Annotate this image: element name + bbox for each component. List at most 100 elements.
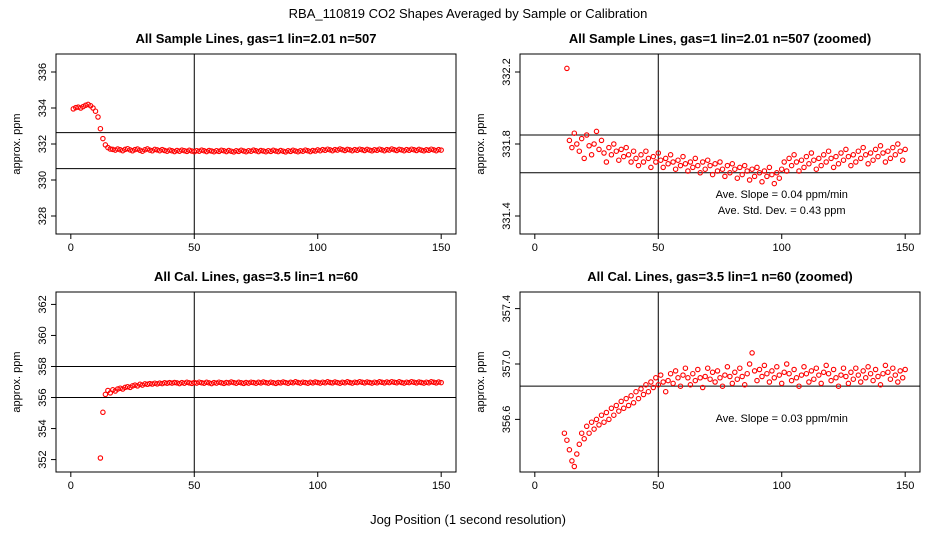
data-point (845, 153, 852, 160)
data-point (902, 366, 908, 373)
data-point (347, 147, 353, 153)
data-point (653, 375, 659, 381)
data-point (650, 384, 657, 391)
data-point (184, 379, 190, 386)
data-point (339, 147, 346, 153)
data-point (808, 368, 815, 374)
data-point (778, 380, 785, 387)
y-axis-title: approx. ppm (475, 351, 487, 412)
data-point (680, 372, 686, 378)
data-point (860, 144, 866, 151)
data-point (613, 402, 620, 409)
data-point (838, 150, 844, 156)
data-point (885, 369, 891, 376)
data-point (161, 147, 168, 154)
data-point (759, 373, 765, 380)
data-point (776, 175, 783, 181)
data-point (396, 146, 402, 153)
data-point (616, 408, 622, 414)
data-point (218, 380, 225, 386)
data-point (727, 170, 733, 176)
data-point (650, 153, 657, 160)
data-point (635, 395, 642, 402)
data-point (428, 146, 435, 152)
data-point (764, 173, 770, 180)
data-point (623, 144, 629, 151)
data-point (660, 164, 666, 171)
data-point (899, 375, 906, 381)
data-point (828, 377, 834, 384)
data-point (781, 369, 787, 376)
main-title: RBA_110819 CO2 Shapes Averaged by Sample… (288, 6, 648, 21)
x-tick-label: 150 (432, 242, 450, 254)
data-point (250, 147, 257, 153)
y-tick-label: 354 (37, 419, 49, 437)
data-point (566, 447, 573, 453)
data-point (892, 152, 899, 158)
data-point (796, 383, 802, 389)
data-point (778, 166, 785, 172)
data-point (788, 162, 795, 169)
data-point (749, 350, 755, 356)
y-axis-title: approx. ppm (475, 113, 487, 174)
data-point (201, 148, 207, 154)
data-point (737, 365, 743, 371)
data-point (719, 166, 726, 172)
data-point (102, 142, 109, 148)
data-point (312, 379, 319, 385)
data-point (122, 384, 128, 391)
data-point (880, 370, 886, 377)
chart-svg: All Cal. Lines, gas=3.5 lin=1 n=60 0 50 100… (11, 269, 457, 492)
data-point (574, 141, 580, 147)
data-point (902, 146, 908, 153)
data-point (744, 370, 750, 377)
data-point (667, 370, 674, 377)
data-point (102, 391, 109, 398)
data-point (872, 366, 879, 373)
y-tick-label: 352 (37, 450, 49, 468)
data-point (749, 166, 755, 172)
data-point (591, 426, 597, 432)
data-point (628, 393, 634, 399)
data-point (704, 365, 711, 371)
data-point (571, 463, 578, 470)
data-point (147, 380, 153, 387)
y-axis: 328 330 332 334 336 (37, 63, 56, 225)
data-point (722, 173, 728, 180)
data-point (692, 155, 699, 162)
data-point (154, 147, 160, 153)
data-point (314, 147, 321, 153)
data-point (699, 159, 706, 165)
data-point (672, 166, 679, 172)
data-point (786, 370, 792, 377)
data-point (702, 166, 708, 172)
data-point (862, 152, 869, 158)
data-point (655, 382, 662, 388)
data-point (186, 147, 193, 154)
data-point (825, 370, 832, 377)
data-point (596, 146, 602, 153)
data-point (655, 150, 662, 156)
data-point (593, 128, 600, 135)
data-point (776, 372, 783, 378)
data-point (564, 65, 570, 72)
data-point (862, 375, 869, 381)
data-point (92, 108, 99, 114)
data-point (243, 379, 249, 386)
data-point (732, 166, 738, 172)
data-point (211, 148, 217, 155)
data-point (401, 380, 407, 386)
data-point (290, 380, 296, 386)
y-tick-label: 328 (37, 207, 49, 225)
data-point (853, 159, 859, 165)
data-point (332, 379, 338, 385)
data-point (791, 152, 797, 158)
data-point (633, 388, 639, 395)
data-point (855, 372, 862, 378)
data-point (384, 146, 390, 153)
data-point (887, 376, 894, 382)
data-point (680, 153, 686, 160)
data-point (596, 422, 602, 428)
data-point (685, 168, 691, 174)
